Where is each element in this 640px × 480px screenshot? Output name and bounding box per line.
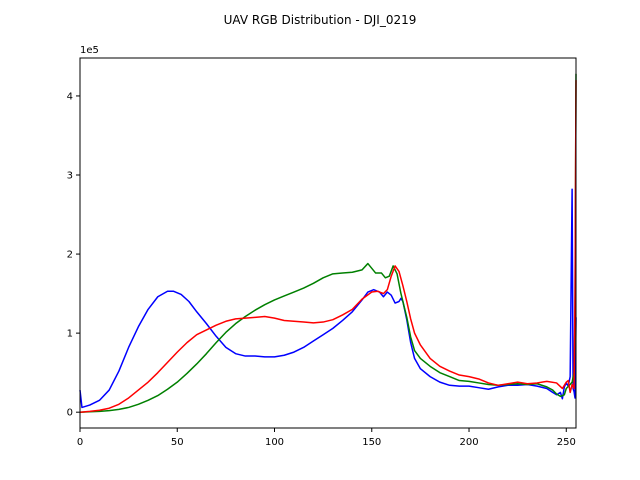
y-multiplier-label: 1e5 (80, 45, 99, 56)
y-tick-label: 1 (67, 329, 73, 340)
y-tick-label: 0 (67, 408, 73, 419)
y-tick-label: 3 (67, 171, 73, 182)
x-tick-label: 50 (171, 437, 184, 448)
x-tick-label: 100 (265, 437, 284, 448)
x-tick-label: 0 (77, 437, 83, 448)
plot-frame (79, 57, 577, 429)
series-line-2 (79, 80, 577, 413)
chart-title: UAV RGB Distribution - DJI_0219 (224, 13, 417, 27)
y-tick-label: 2 (67, 250, 73, 261)
x-tick-label: 150 (362, 437, 381, 448)
y-tick-label: 4 (67, 91, 73, 102)
series-layer (79, 73, 577, 413)
x-tick-label: 200 (459, 437, 478, 448)
series-line-1 (79, 73, 577, 413)
axis-layer: 0 50 100 150 200 250 0 1 2 3 4 (67, 91, 576, 448)
series-line-0 (79, 188, 577, 409)
x-tick-label: 250 (557, 437, 576, 448)
